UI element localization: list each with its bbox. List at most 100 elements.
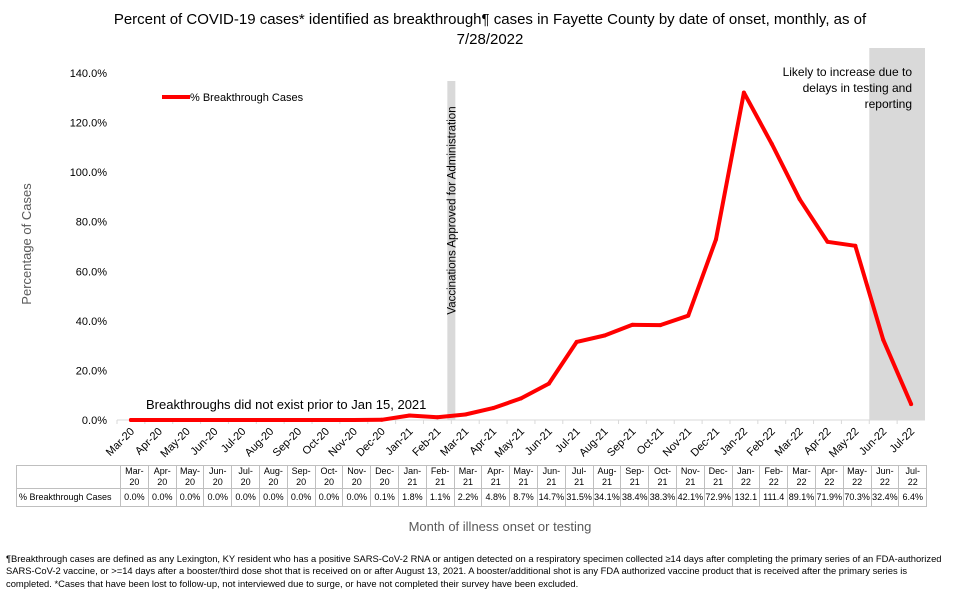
table-value-cell: 38.3% <box>648 488 677 507</box>
x-tick-label: Jun-20 <box>188 426 220 458</box>
footnote: ¶Breakthrough cases are defined as any L… <box>6 553 942 589</box>
table-value-cell: 0.0% <box>314 488 344 507</box>
data-point <box>853 243 858 248</box>
x-tick-label: Aug-21 <box>577 426 611 460</box>
table-header-cell: Sep- 21 <box>620 465 650 489</box>
x-tick-label: Mar-20 <box>104 426 137 459</box>
series-line <box>128 90 914 422</box>
table-header-cell: Jun- 22 <box>870 465 900 489</box>
x-tick-label: Mar-22 <box>773 426 806 459</box>
table-header-cell: Jun- 21 <box>536 465 566 489</box>
x-tick-label: Aug-20 <box>243 426 277 460</box>
data-point <box>881 337 886 342</box>
table-value-cell: 31.5% <box>564 488 594 507</box>
y-tick-label: 20.0% <box>76 365 107 377</box>
table-header-cell: May- 22 <box>842 465 872 489</box>
data-point <box>184 418 189 422</box>
x-tick-label: Jul-22 <box>888 426 918 456</box>
x-axis-title: Month of illness onset or testing <box>408 519 592 534</box>
y-tick-label: 0.0% <box>82 415 107 427</box>
data-point <box>797 197 802 202</box>
table-value-cell: 0.0% <box>231 488 260 507</box>
table-value-cell: 70.3% <box>842 488 872 507</box>
table-header-cell: Jul- 20 <box>231 465 260 489</box>
table-value-cell: 0.0% <box>286 488 316 507</box>
table-header-cell: Apr- 22 <box>814 465 844 489</box>
data-point <box>909 402 914 407</box>
y-tick-label: 140.0% <box>70 68 108 80</box>
data-point <box>686 313 691 318</box>
table-header-cell: Jul- 22 <box>898 465 928 489</box>
chart-title: Percent of COVID-19 cases* identified as… <box>113 11 867 48</box>
x-tick-label: Mar-21 <box>438 426 471 459</box>
shaded-region-note: delays in testing and <box>803 81 912 95</box>
data-point <box>128 418 133 422</box>
table-value-cell: 32.4% <box>870 488 900 507</box>
data-point <box>630 322 635 327</box>
x-tick-label: May-21 <box>493 426 527 460</box>
x-tick-label: May-22 <box>827 426 861 460</box>
data-point <box>741 90 746 95</box>
data-point <box>351 418 356 422</box>
vaccination-line <box>447 81 456 420</box>
table-header-cell: Apr- 20 <box>147 465 177 489</box>
x-tick-label: Nov-21 <box>661 426 695 460</box>
table-header-cell: Jul- 21 <box>564 465 594 489</box>
x-tick-label: Sep-21 <box>605 426 639 460</box>
data-point <box>323 418 328 422</box>
shaded-region-note: reporting <box>865 97 912 111</box>
table-header-cell: Oct- 20 <box>314 465 344 489</box>
data-point <box>379 417 384 422</box>
data-point <box>519 396 523 401</box>
table-header-cell: Mar- 20 <box>120 465 149 489</box>
data-point <box>574 339 579 344</box>
table-value-cell: 6.4% <box>898 488 928 507</box>
table-header-cell: Nov- 20 <box>342 465 372 489</box>
data-point <box>296 418 301 422</box>
x-tick-label: Feb-21 <box>410 426 443 459</box>
table-value-cell: 132.1 <box>731 488 761 507</box>
data-point <box>463 412 468 417</box>
table-value-cell: 71.9% <box>814 488 844 507</box>
table-header-cell: Mar- 21 <box>453 465 483 489</box>
table-header-cell: Apr- 21 <box>481 465 511 489</box>
table-value-cell: 4.8% <box>481 488 511 507</box>
legend: % Breakthrough Cases <box>162 92 304 104</box>
table-value-cell: 0.1% <box>370 488 399 507</box>
data-point <box>268 418 273 422</box>
table-series-name: % Breakthrough Cases <box>16 488 121 507</box>
data-point <box>212 418 217 422</box>
x-tick-label: Jan-21 <box>383 426 415 458</box>
vaccination-annotation: Vaccinations Approved for Administration <box>446 106 458 314</box>
x-tick-label: Feb-22 <box>745 426 778 459</box>
table-value-cell: 1.8% <box>397 488 427 507</box>
shaded-region-note: Likely to increase due to <box>783 65 913 79</box>
table-header-cell: May- 20 <box>175 465 205 489</box>
x-tick-label: Dec-20 <box>354 426 388 460</box>
y-tick-label: 120.0% <box>70 118 108 130</box>
table-header-cell: Jun- 20 <box>203 465 233 489</box>
table-header-cell: Nov- 21 <box>675 465 705 489</box>
data-point <box>546 381 551 386</box>
table-header-cell: Sep- 20 <box>286 465 316 489</box>
table-value-cell: 14.7% <box>536 488 566 507</box>
data-point <box>714 237 719 242</box>
table-header-cell: Aug- 20 <box>258 465 288 489</box>
data-point <box>825 239 830 244</box>
data-point <box>658 323 663 328</box>
table-value-cell: 0.0% <box>342 488 372 507</box>
x-tick-label: Dec-21 <box>689 426 723 460</box>
table-header-cell: Feb- 22 <box>759 465 789 489</box>
table-value-cell: 0.0% <box>175 488 205 507</box>
data-point <box>491 406 496 411</box>
data-point <box>435 415 440 420</box>
table-header-cell: Oct- 21 <box>648 465 677 489</box>
table-header-cell: Dec- 20 <box>370 465 399 489</box>
table-header-row: Mar- 20 Apr- 20 May- 20 Jun- 20 Jul- 20 Aug- 20 Sep-… <box>16 465 928 489</box>
table-value-cell: 0.0% <box>120 488 149 507</box>
table-value-cell: 2.2% <box>453 488 483 507</box>
legend-label: % Breakthrough Cases <box>190 92 304 104</box>
x-tick-label: Jun-21 <box>523 426 555 458</box>
y-tick-label: 40.0% <box>76 316 107 328</box>
